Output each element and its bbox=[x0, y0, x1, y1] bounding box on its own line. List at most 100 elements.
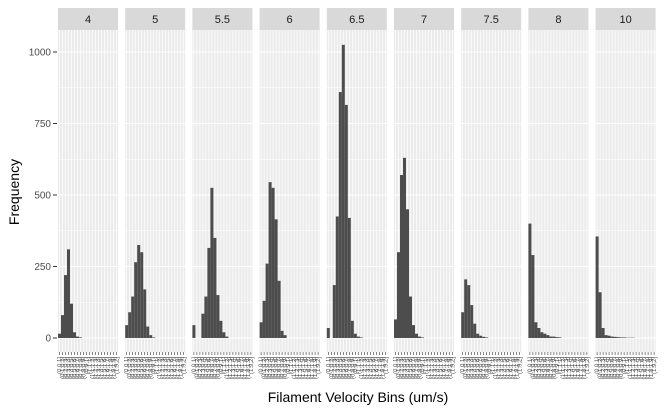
histogram-bar bbox=[280, 330, 284, 338]
x-tick-label: (1.9,2] bbox=[585, 357, 591, 374]
x-tick-label: (1.3,1.4] bbox=[97, 357, 103, 379]
x-axis-title: Filament Velocity Bins (um/s) bbox=[268, 389, 449, 405]
histogram-bar bbox=[616, 337, 620, 338]
x-tick-label: (0.6,0.7] bbox=[344, 357, 350, 379]
histogram-bar bbox=[335, 216, 339, 338]
x-tick-label: (0.2,0.3] bbox=[534, 357, 540, 379]
x-tick-label: (0.1,0.2] bbox=[598, 357, 604, 379]
histogram-bar bbox=[152, 337, 156, 338]
x-tick-label: (0.7,0.8] bbox=[280, 357, 286, 379]
facet-strip bbox=[259, 8, 320, 30]
facet-strip bbox=[326, 8, 387, 30]
x-tick-label: (1.7,1.8] bbox=[109, 357, 115, 379]
x-tick-label: (1.6,1.7] bbox=[442, 357, 448, 379]
facet-strip-label: 5.5 bbox=[215, 14, 230, 26]
x-tick-label: (1.2,1.3] bbox=[161, 357, 167, 379]
x-tick-label: (0.6,0.7] bbox=[76, 357, 82, 379]
histogram-bar bbox=[607, 335, 611, 338]
x-tick-label: (0.3,0.4] bbox=[335, 357, 341, 379]
histogram-bar bbox=[406, 209, 409, 338]
facet-strip-label: 7.5 bbox=[484, 14, 499, 26]
x-tick-label: (1.7,1.8] bbox=[445, 357, 451, 379]
x-tick-label: (1.2,1.3] bbox=[94, 357, 100, 379]
histogram-bar bbox=[534, 322, 538, 338]
x-tick-label: (0,0.1] bbox=[192, 357, 198, 374]
x-tick-label: (0,0.1] bbox=[528, 357, 534, 374]
facet-panel: 5 (0,0.1](0.1,0.2](0.2,0.3](0.3,0.4](0.4,… bbox=[125, 8, 188, 379]
histogram-bar bbox=[64, 275, 67, 338]
histogram-bar bbox=[219, 320, 223, 338]
x-tick-label: (0.5,0.6] bbox=[73, 357, 79, 379]
histogram-bar bbox=[332, 285, 336, 338]
x-tick-label: (1.8,1.9] bbox=[649, 357, 655, 379]
histogram-bar bbox=[356, 336, 360, 338]
x-tick-label: (1.6,1.7] bbox=[106, 357, 112, 379]
x-tick-label: (0.7,0.8] bbox=[146, 357, 152, 379]
histogram-bar bbox=[131, 296, 135, 338]
x-tick-label: (1.6,1.7] bbox=[173, 357, 179, 379]
histogram-bar bbox=[149, 335, 153, 338]
histogram-bar bbox=[353, 333, 357, 338]
x-tick-label: (0.3,0.4] bbox=[201, 357, 207, 379]
histogram-bar bbox=[546, 335, 550, 338]
x-tick-label: (1.3,1.4] bbox=[231, 357, 237, 379]
x-tick-label: (1.9,2] bbox=[518, 357, 524, 374]
x-tick-label: (1.1,1.2] bbox=[225, 357, 231, 379]
x-tick-label: (1.1,1.2] bbox=[359, 357, 365, 379]
x-tick-label: (1.2,1.3] bbox=[295, 357, 301, 379]
x-tick-label: (1.5,1.6] bbox=[640, 357, 646, 379]
x-tick-label: (1.1,1.2] bbox=[494, 357, 500, 379]
x-tick-label: (1,1.1] bbox=[155, 357, 161, 374]
x-tick-label: (1.3,1.4] bbox=[164, 357, 170, 379]
x-tick-label: (1.4,1.5] bbox=[234, 357, 240, 379]
x-tick-label: (1.3,1.4] bbox=[567, 357, 573, 379]
x-tick-label: (0.2,0.3] bbox=[131, 357, 137, 379]
x-tick-label: (1.2,1.3] bbox=[228, 357, 234, 379]
histogram-bar bbox=[283, 335, 287, 338]
histogram-bar bbox=[347, 217, 351, 338]
x-tick-label: (1.2,1.3] bbox=[430, 357, 436, 379]
x-tick-label: (0,0.1] bbox=[125, 357, 131, 374]
x-tick-label: (0.4,0.5] bbox=[271, 357, 277, 379]
x-tick-label: (0.7,0.8] bbox=[482, 357, 488, 379]
x-tick-label: (0.1,0.2] bbox=[329, 357, 335, 379]
x-tick-label: (1.5,1.6] bbox=[439, 357, 445, 379]
facet-strip-label: 6 bbox=[287, 14, 293, 26]
x-tick-label: (1.7,1.8] bbox=[512, 357, 518, 379]
x-tick-label: (1.9,2] bbox=[383, 357, 389, 374]
histogram-bar bbox=[482, 336, 486, 338]
x-tick-label: (0.5,0.6] bbox=[543, 357, 549, 379]
facet-strip bbox=[58, 8, 118, 30]
gridlines bbox=[528, 30, 589, 352]
histogram-bar bbox=[140, 252, 144, 338]
x-tick-label: (1.8,1.9] bbox=[380, 357, 386, 379]
histogram-bar bbox=[271, 187, 275, 338]
facet-strip-label: 5 bbox=[152, 14, 158, 26]
histogram-bar bbox=[79, 337, 82, 338]
histogram-bar bbox=[473, 323, 477, 338]
x-tick-label: (0.8,0.9] bbox=[485, 357, 491, 379]
histogram-bar bbox=[210, 187, 214, 338]
gridlines bbox=[595, 30, 656, 352]
facet-panel: 5.5(0,0.1](0.1,0.2](0.2,0.3](0.3,0.4](0.… bbox=[192, 8, 255, 379]
x-tick-label: (1,1.1] bbox=[625, 357, 631, 374]
x-tick-label: (0.6,0.7] bbox=[479, 357, 485, 379]
histogram-bar bbox=[70, 303, 73, 338]
x-tick-label: (0,0.1] bbox=[326, 357, 332, 374]
x-tick-label: (0.4,0.5] bbox=[204, 357, 210, 379]
x-tick-label: (0.7,0.8] bbox=[616, 357, 622, 379]
x-tick-label: (1.8,1.9] bbox=[313, 357, 319, 379]
facet-strip-label: 8 bbox=[555, 14, 561, 26]
y-tick-label: 0 bbox=[45, 334, 51, 345]
histogram-bar bbox=[222, 332, 226, 338]
histogram-bar bbox=[125, 325, 129, 338]
x-tick-label: (0.2,0.3] bbox=[198, 357, 204, 379]
x-tick-label: (1,1.1] bbox=[491, 357, 497, 374]
x-tick-label: (0,0.1] bbox=[58, 357, 64, 374]
panel-background bbox=[528, 30, 589, 352]
histogram-bar bbox=[476, 333, 480, 338]
x-tick-label: (1.6,1.7] bbox=[576, 357, 582, 379]
x-tick-label: (1.7,1.8] bbox=[243, 357, 249, 379]
x-tick-label: (0.2,0.3] bbox=[467, 357, 473, 379]
x-tick-label: (1.3,1.4] bbox=[365, 357, 371, 379]
